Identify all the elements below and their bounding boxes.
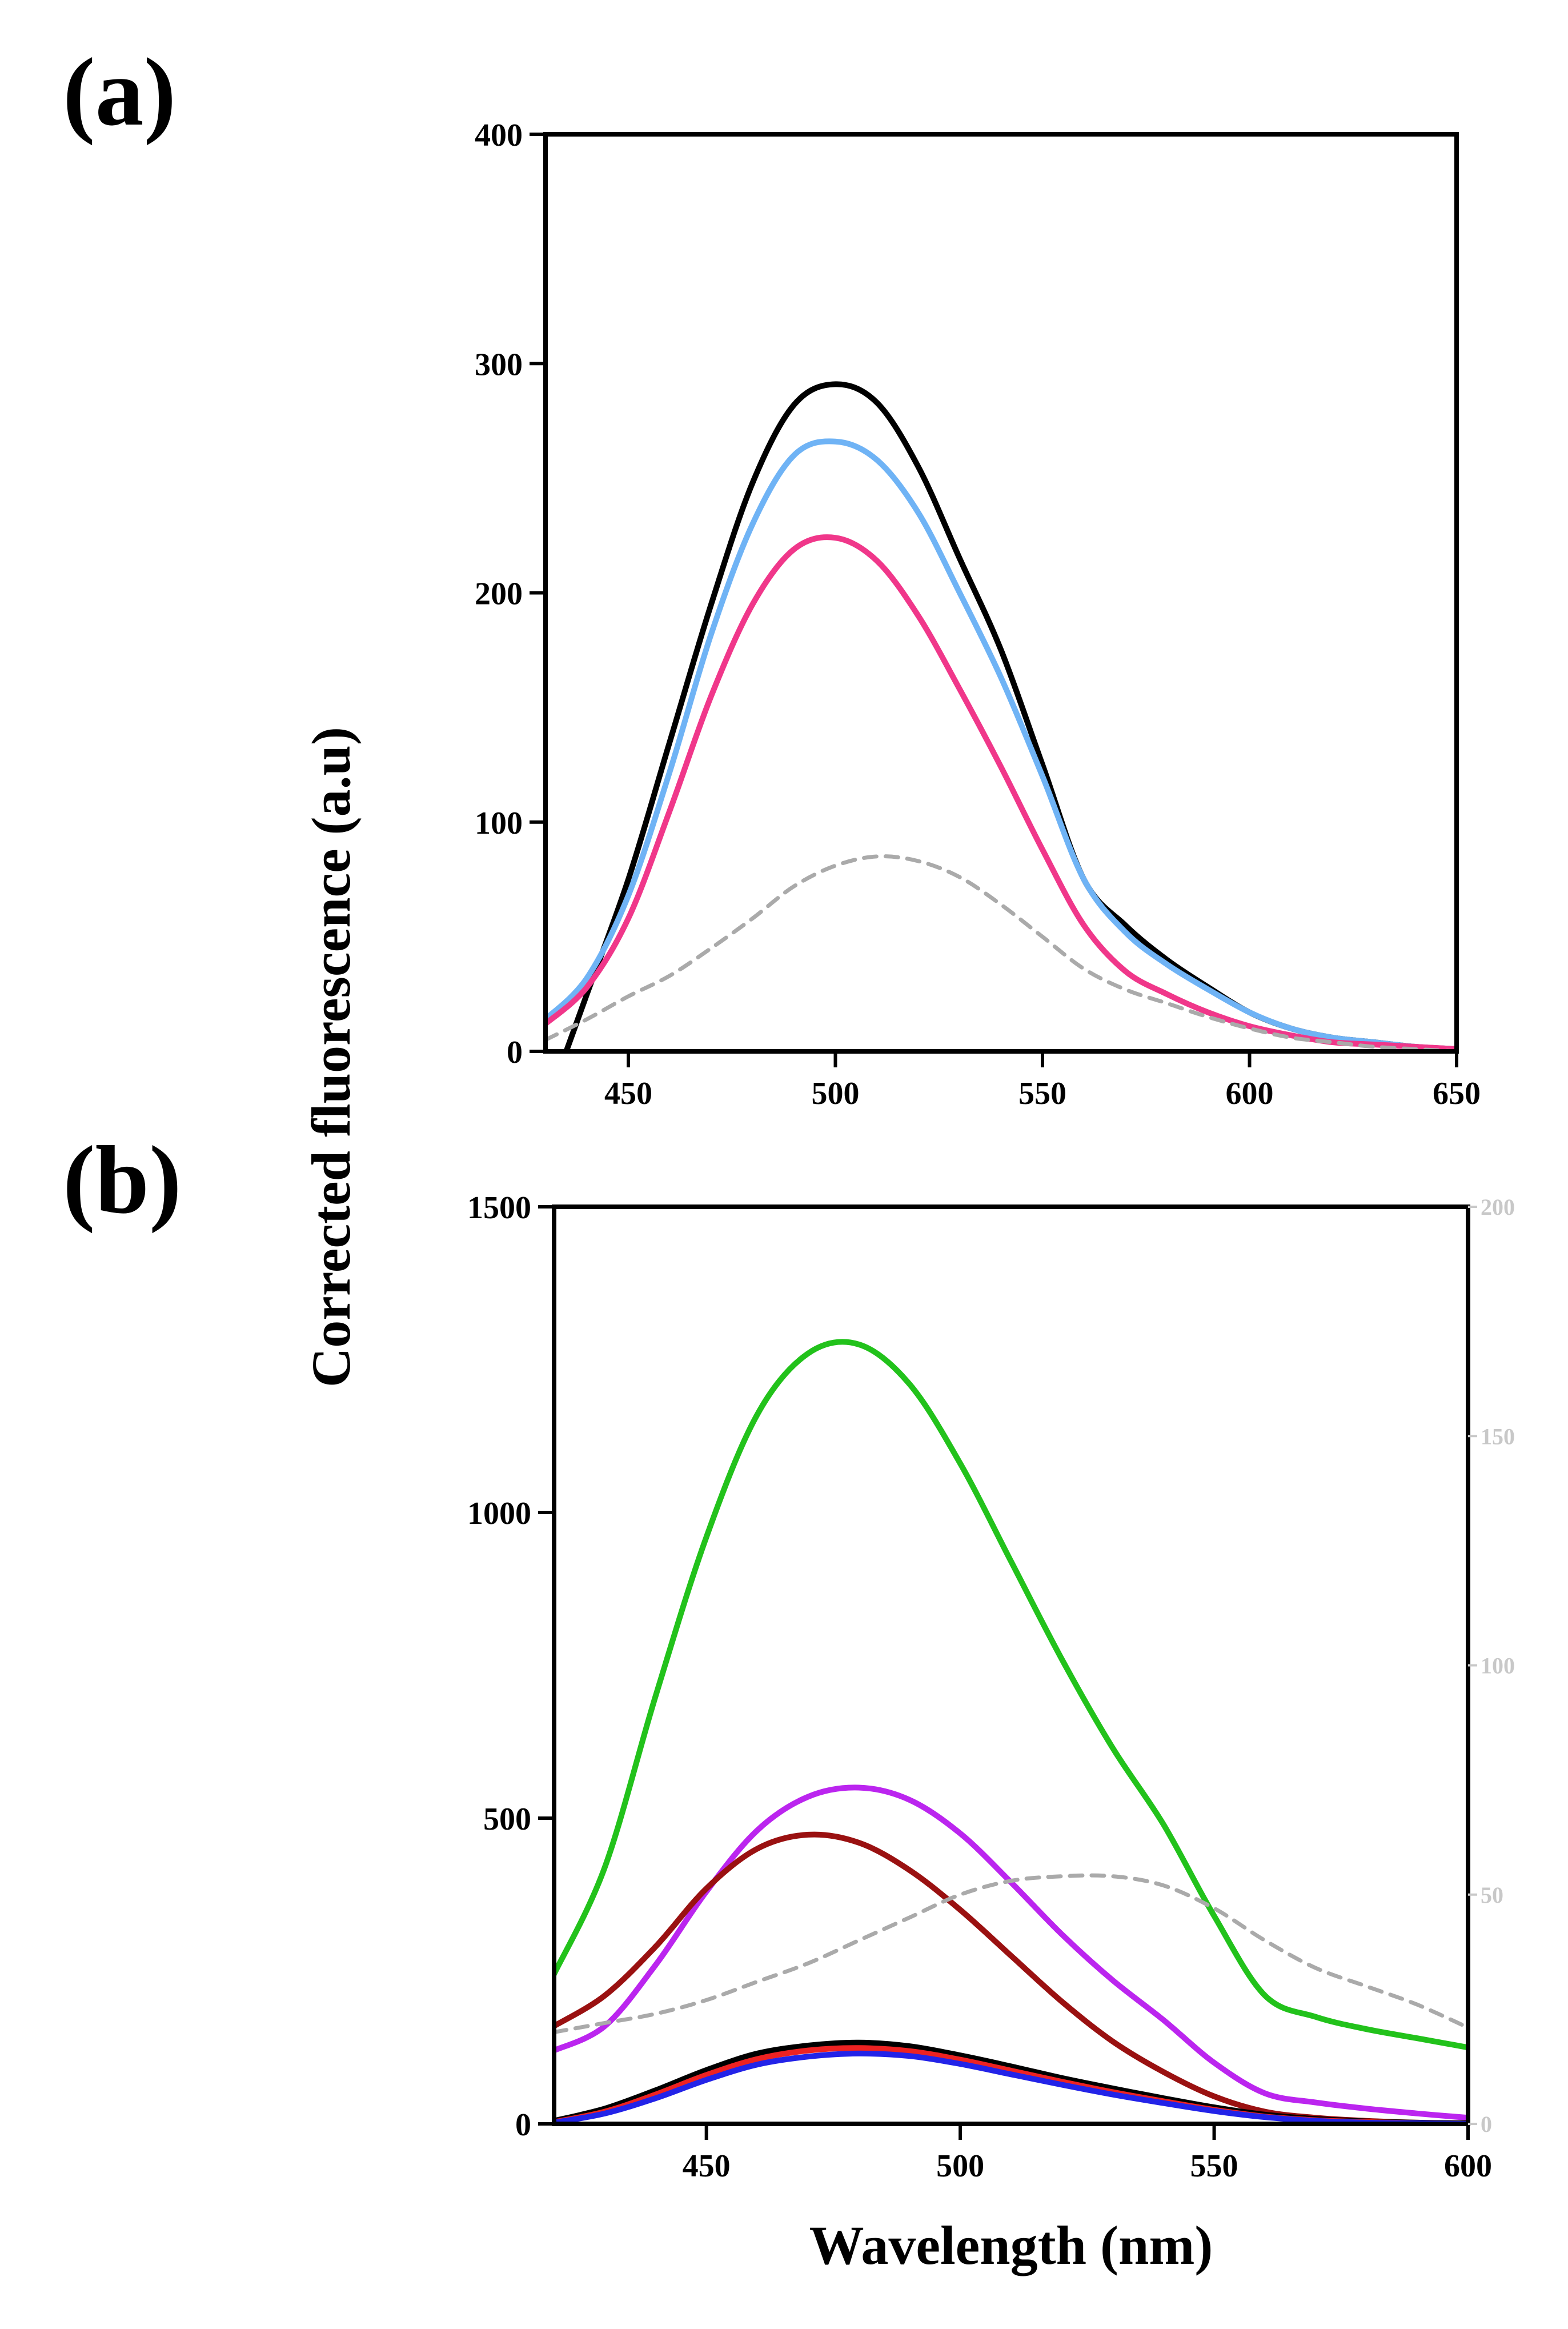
panel-label-a: (a) [63,38,176,146]
x-tick-label: 450 [683,2148,731,2184]
y2-tick-label: 50 [1481,1882,1503,1908]
y-tick-label: 100 [475,806,523,841]
panel-a-chart: 450 500 550 600 650 0 100 200 300 400 [475,118,1481,1111]
y2-tick-label: 100 [1481,1653,1515,1679]
series-line-pink [546,534,1457,1051]
x-tick-label: 500 [812,1076,860,1111]
x-axis-title: Wavelength (nm) [809,2215,1213,2276]
x-tick-label: 550 [1190,2148,1238,2184]
x-tick-label: 450 [604,1076,652,1111]
y2-tick-label: 200 [1481,1194,1515,1220]
series-line-gray-dashed [546,854,1457,1051]
y-tick-label: 300 [475,347,523,382]
y-tick-label: 0 [515,2107,531,2143]
series-line-green [554,1339,1468,2051]
x-tick-label: 650 [1433,1076,1481,1111]
y-tick-label: 400 [475,118,523,153]
panel-label-b: (b) [63,1126,182,1234]
y2-tick-label: 150 [1481,1423,1515,1449]
series-line-blue [554,2050,1468,2124]
y-tick-label: 500 [483,1802,531,1837]
x-tick-label: 500 [936,2148,984,2184]
y-tick-label: 200 [475,577,523,612]
series-line-gray-dashed [554,1873,1468,2034]
series-group [554,1339,1468,2124]
x-tick-label: 600 [1226,1076,1274,1111]
panel-b-chart: 450 500 550 600 0 500 1000 1500 0 50 100 150 200 [467,1190,1515,2184]
y-tick-label: 1500 [467,1190,531,1226]
series-group [546,381,1457,1051]
series-line-violet [554,1784,1468,2121]
y-tick-label: 0 [507,1035,523,1070]
x-tick-label: 600 [1444,2148,1492,2184]
y2-tick-label: 0 [1481,2111,1492,2137]
series-line-light-blue [546,438,1457,1051]
x-tick-label: 550 [1018,1076,1066,1111]
y-axis-title: Corrected fluorescence (a.u) [300,727,362,1387]
y-tick-label: 1000 [467,1496,531,1531]
